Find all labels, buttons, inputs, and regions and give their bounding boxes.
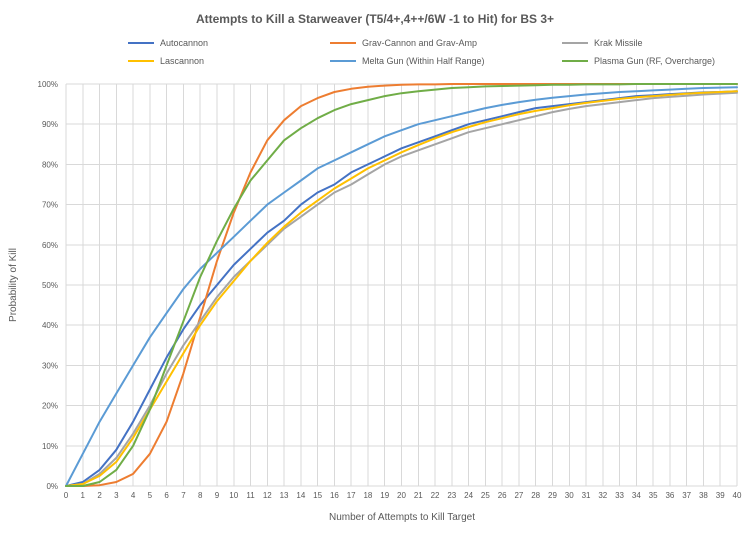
- x-tick-label: 31: [582, 491, 591, 500]
- legend-item: Grav-Cannon and Grav-Amp: [330, 38, 477, 48]
- x-tick-label: 33: [615, 491, 624, 500]
- x-tick-label: 21: [414, 491, 423, 500]
- series-line-melta-gun-within-half-range: [65, 86, 738, 487]
- axis-tick-labels: 0 1 2 3 4 5 6 7 8 9 10 11 12 13 14 15 16 17 18 19 20 21 22 23 24…: [38, 80, 742, 500]
- y-tick-label: 40%: [42, 321, 58, 330]
- x-tick-label: 4: [131, 491, 136, 500]
- legend-item: Krak Missile: [562, 38, 643, 48]
- x-tick-label: 29: [548, 491, 557, 500]
- x-tick-label: 1: [81, 491, 86, 500]
- x-tick-label: 14: [296, 491, 305, 500]
- x-tick-label: 3: [114, 491, 119, 500]
- x-tick-label: 5: [148, 491, 153, 500]
- x-tick-label: 30: [565, 491, 574, 500]
- x-tick-label: 7: [181, 491, 186, 500]
- x-tick-label: 18: [363, 491, 372, 500]
- x-tick-label: 12: [263, 491, 272, 500]
- x-tick-label: 11: [246, 491, 255, 500]
- series-line-krak-missile: [65, 91, 738, 487]
- x-tick-label: 23: [447, 491, 456, 500]
- x-tick-label: 20: [397, 491, 406, 500]
- x-tick-label: 34: [632, 491, 641, 500]
- x-tick-label: 37: [682, 491, 691, 500]
- y-tick-label: 0%: [46, 482, 58, 491]
- x-tick-label: 0: [64, 491, 69, 500]
- x-tick-label: 35: [649, 491, 658, 500]
- x-tick-label: 13: [280, 491, 289, 500]
- x-tick-label: 27: [514, 491, 523, 500]
- x-tick-label: 10: [229, 491, 238, 500]
- legend-label: Krak Missile: [594, 38, 643, 48]
- y-tick-label: 30%: [42, 361, 58, 370]
- x-tick-label: 26: [498, 491, 507, 500]
- x-tick-label: 15: [313, 491, 322, 500]
- x-tick-label: 8: [198, 491, 203, 500]
- y-tick-label: 90%: [42, 120, 58, 129]
- x-axis-title: Number of Attempts to Kill Target: [329, 512, 475, 523]
- y-tick-label: 10%: [42, 442, 58, 451]
- x-tick-label: 32: [598, 491, 607, 500]
- x-tick-label: 19: [380, 491, 389, 500]
- x-tick-label: 2: [97, 491, 102, 500]
- series-line-lascannon: [65, 90, 738, 487]
- y-axis-title: Probability of Kill: [8, 248, 19, 322]
- y-tick-label: 50%: [42, 281, 58, 290]
- x-tick-label: 40: [733, 491, 742, 500]
- x-tick-label: 6: [164, 491, 169, 500]
- legend-label: Plasma Gun (RF, Overcharge): [594, 56, 715, 66]
- x-tick-label: 38: [699, 491, 708, 500]
- x-tick-label: 28: [531, 491, 540, 500]
- x-tick-label: 25: [481, 491, 490, 500]
- gridlines: [65, 83, 738, 487]
- x-tick-label: 24: [464, 491, 473, 500]
- y-tick-label: 60%: [42, 241, 58, 250]
- legend-label: Lascannon: [160, 56, 204, 66]
- y-tick-label: 100%: [38, 80, 58, 89]
- y-tick-label: 20%: [42, 402, 58, 411]
- x-tick-label: 17: [347, 491, 356, 500]
- legend-label: Grav-Cannon and Grav-Amp: [362, 38, 477, 48]
- x-tick-label: 16: [330, 491, 339, 500]
- y-tick-label: 70%: [42, 201, 58, 210]
- legend-label: Autocannon: [160, 38, 208, 48]
- legend-label: Melta Gun (Within Half Range): [362, 56, 485, 66]
- legend: Autocannon Grav-Cannon and Grav-Amp Krak M…: [128, 38, 715, 66]
- legend-item: Melta Gun (Within Half Range): [330, 56, 485, 66]
- chart-title: Attempts to Kill a Starweaver (T5/4+,4++…: [196, 12, 554, 26]
- series-line-plasma-gun-rf-overcharge: [65, 83, 738, 487]
- y-tick-label: 80%: [42, 160, 58, 169]
- legend-item: Plasma Gun (RF, Overcharge): [562, 56, 715, 66]
- x-tick-label: 9: [215, 491, 220, 500]
- legend-item: Autocannon: [128, 38, 208, 48]
- legend-item: Lascannon: [128, 56, 204, 66]
- x-tick-label: 36: [665, 491, 674, 500]
- x-tick-label: 39: [716, 491, 725, 500]
- series-lines: [65, 83, 738, 487]
- x-tick-label: 22: [431, 491, 440, 500]
